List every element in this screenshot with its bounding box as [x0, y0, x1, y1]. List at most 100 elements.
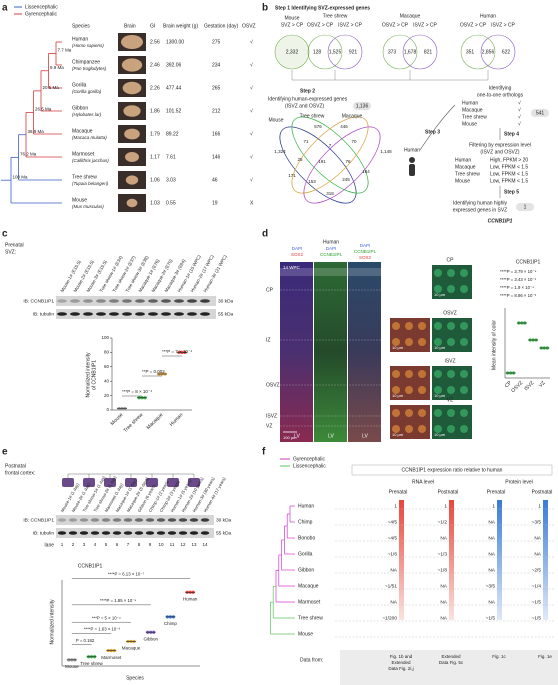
venn-circle [382, 34, 418, 70]
inset-cell [434, 386, 442, 394]
brain-icon [188, 478, 200, 487]
species-name: Gibbon [298, 567, 314, 573]
venn-count: 1,324 [274, 149, 286, 154]
column-header: Postnatal [438, 489, 459, 495]
venn-count: 184 [362, 169, 370, 174]
condition: frontal cortex: [5, 470, 35, 476]
blot-band [57, 518, 67, 522]
osvz: √ [250, 61, 253, 68]
brain-weight: 392.06 [166, 62, 182, 68]
lane-number: 2 [72, 542, 75, 547]
species-name: Bonobo [298, 535, 315, 541]
lane-title: lane [45, 542, 55, 548]
inset-cell [460, 409, 468, 417]
kda-label: 55 kDa [218, 311, 234, 317]
gestation: 265 [212, 85, 221, 91]
condition: SVZ: [5, 249, 16, 255]
inset-cell [392, 370, 400, 378]
inset-cell [418, 386, 426, 394]
x-tick-label: Macaque [146, 412, 165, 431]
venn-count: 171 [288, 173, 296, 178]
step-title: Step 4 [504, 131, 519, 137]
lane-number: 14 [202, 542, 208, 547]
legend-text: Lissencephalic [293, 463, 326, 469]
blot-band [109, 312, 119, 316]
blot-band [189, 531, 199, 535]
step-text: (ISVZ and OSVZ) [285, 103, 325, 109]
venn-count: 821 [424, 49, 433, 55]
ratio-cell: ~4/5 [388, 519, 398, 525]
channel-label: DAPI [292, 246, 303, 251]
gestation: 19 [212, 200, 218, 206]
brain-photo [123, 105, 141, 117]
category-label: Marmoset [101, 655, 122, 660]
filter-species: Macaque [455, 164, 476, 170]
panel-label: f [262, 447, 266, 458]
lane-number: 7 [127, 542, 130, 547]
brain-icon [104, 478, 116, 487]
count: 1 [524, 204, 527, 210]
inset-cell [434, 409, 442, 417]
gi: 1.86 [150, 108, 160, 114]
blot-band [134, 518, 144, 522]
panel-label: a [2, 3, 8, 14]
ratio-bar [449, 500, 454, 620]
blot-band [167, 518, 177, 522]
venn-label: Macaque [342, 113, 363, 119]
table-title: CCNB1IP1 expression ratio relative to hu… [402, 467, 503, 473]
blot-band [57, 299, 67, 303]
lv-label: LV [328, 433, 334, 439]
zone-label: IZ [266, 337, 270, 343]
species-name: Human [298, 503, 314, 509]
source-text: Fig. 1e [538, 654, 552, 659]
column-header: Brain [124, 23, 136, 29]
source-label: Data from: [300, 657, 323, 663]
blot-band [83, 299, 93, 303]
venn-count: 1,148 [380, 149, 392, 154]
filter-species: Tree shrew [455, 171, 480, 177]
blot-band [161, 312, 171, 316]
inset-cell [447, 338, 455, 346]
inset-label: CP [447, 257, 455, 263]
brain-icon [83, 478, 95, 487]
condition: Postnatal [5, 463, 26, 469]
x-tick-label: Mouse [109, 412, 124, 427]
venn-count: 446 [340, 124, 348, 129]
venn-count: 191 [318, 159, 326, 164]
ratio-cell: ~1/5 [532, 615, 542, 621]
source-text: Extended [441, 654, 461, 659]
x-tick-label: VZ [538, 380, 547, 389]
species-name: Human [72, 36, 88, 42]
category-label: Chimp [164, 621, 178, 626]
blot-band [122, 299, 132, 303]
blot-band [70, 299, 80, 303]
scale-label: 10 μm [434, 432, 446, 437]
venn-count: 921 [349, 49, 358, 55]
inset-label: VZ [447, 397, 453, 403]
blot-band [134, 531, 144, 535]
blot-band [187, 299, 197, 303]
channel-label: SOX2 [359, 255, 372, 260]
inset-cell [434, 425, 442, 433]
venn-ellipse [291, 116, 369, 194]
micrograph [280, 262, 313, 442]
venn-circle [460, 34, 496, 70]
blot-band [57, 312, 67, 316]
chart-title: CCNB1IP1 [516, 259, 541, 265]
ratio-cell: ~1/5 [486, 615, 496, 621]
ratio-cell: ~1/200 [382, 615, 397, 621]
ortholog-species: Human [462, 100, 478, 106]
venn-set: OSVZ > CP [307, 22, 334, 28]
source-text: Fig. 1b and [390, 654, 413, 659]
lane-number: 6 [116, 542, 119, 547]
step-text: Identifying [489, 85, 512, 91]
venn-count: 2,856 [482, 49, 495, 55]
venn-count: 128 [313, 49, 322, 55]
channel-label: SOX2 [291, 252, 304, 257]
blot-band [79, 518, 89, 522]
blot-band [109, 299, 119, 303]
ratio-cell: NA [488, 551, 495, 557]
brain-photo [125, 152, 139, 162]
ratio-bar [497, 500, 502, 620]
y-tick-label: 20 [104, 393, 110, 398]
